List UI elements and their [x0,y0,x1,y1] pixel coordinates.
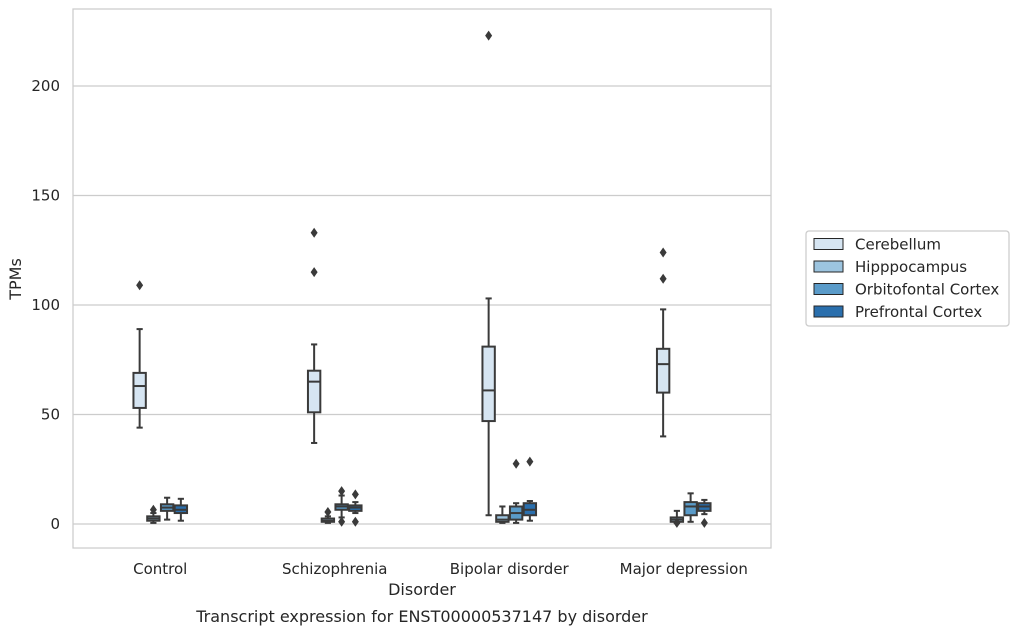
legend-swatch-0 [813,238,844,250]
box-orbitofontal-cortex-0 [159,496,175,521]
outlier-point [310,227,318,238]
box-hipppocampus-3 [669,509,685,528]
box-cerebellum-0 [132,280,147,429]
legend-label-1: Hipppocampus [855,258,967,276]
outlier-point [338,516,346,527]
legend-label-3: Prefrontal Cortex [855,303,982,321]
legend-swatch-1 [813,260,844,273]
legend-swatch-2 [813,283,844,295]
box-cerebellum-3 [655,247,671,438]
legend-swatch-3 [813,305,844,318]
plot-frame [72,8,772,549]
box-prefrontal-cortex-3 [697,498,712,528]
iqr-box [132,371,147,409]
iqr-box [481,345,496,423]
legend: Cerebellum Hipppocampus Orbitofontal Corte… [805,230,1010,327]
legend-label-2: Orbitofontal Cortex [855,281,999,299]
box-hipppocampus-0 [146,504,161,524]
box-prefrontal-cortex-2 [522,456,538,522]
legend-frame [805,230,1010,327]
x-tick-1: Schizophrenia [282,560,387,578]
iqr-box [655,347,671,394]
box-cerebellum-1 [306,227,322,444]
outlier-point [351,489,359,500]
iqr-box [495,514,510,523]
outlier-point [700,517,708,528]
iqr-box [306,369,322,414]
outlier-point [136,280,144,291]
outlier-point [526,456,534,467]
y-tick-100: 100 [31,296,60,314]
chart-title: Transcript expression for ENST0000053714… [195,607,648,626]
plot-marks [132,30,712,528]
box-prefrontal-cortex-0 [173,497,189,522]
box-hipppocampus-2 [495,505,510,524]
outlier-point [338,486,346,497]
box-orbitofontal-cortex-1 [334,486,349,527]
outlier-point [673,517,681,528]
x-tick-3: Major depression [620,560,748,578]
outlier-point [512,458,520,469]
y-tick-labels: 0 50 100 150 200 [31,77,60,533]
outlier-point [149,504,157,515]
outlier-point [351,516,359,527]
box-orbitofontal-cortex-2 [508,458,524,524]
y-tick-200: 200 [31,77,60,95]
box-cerebellum-2 [481,30,496,517]
iqr-box [683,501,698,517]
box-hipppocampus-1 [320,506,336,524]
outlier-point [310,267,318,278]
x-tick-0: Control [133,560,187,578]
y-axis-label: TPMs [6,258,25,301]
legend-label-0: Cerebellum [855,236,941,254]
outlier-point [659,247,667,258]
y-tick-0: 0 [50,515,60,533]
y-tick-150: 150 [31,187,60,205]
outlier-point [659,273,667,284]
outlier-point [485,30,493,41]
gridlines [73,85,771,525]
x-tick-2: Bipolar disorder [450,560,570,578]
outlier-point [324,506,332,517]
y-tick-50: 50 [41,406,60,424]
box-orbitofontal-cortex-3 [683,492,698,523]
x-tick-labels: Control Schizophrenia Bipolar disorder Majo… [133,560,748,578]
x-axis-label: Disorder [388,580,456,599]
box-prefrontal-cortex-1 [348,489,363,527]
